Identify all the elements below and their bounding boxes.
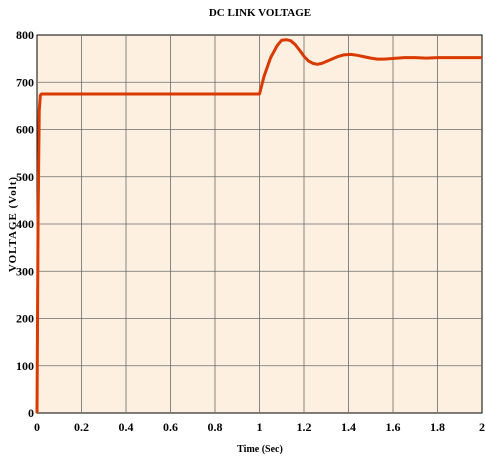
x-tick-label: 1.4 — [341, 420, 356, 434]
x-axis-ticks: 0 0.2 0.4 0.6 0.8 1 1.2 1.4 1.6 1.8 2 — [34, 420, 485, 434]
x-tick-label: 1.6 — [386, 420, 401, 434]
x-tick-label: 0.8 — [208, 420, 223, 434]
y-tick-label: 700 — [16, 75, 34, 89]
x-axis-label: Time (Sec) — [237, 444, 283, 455]
x-tick-label: 1 — [257, 420, 263, 434]
x-tick-label: 1.8 — [430, 420, 445, 434]
grid-lines — [37, 35, 482, 413]
x-tick-label: 0.4 — [119, 420, 134, 434]
y-tick-label: 0 — [28, 406, 34, 420]
x-tick-label: 2 — [479, 420, 485, 434]
series-group — [35, 38, 482, 414]
y-axis-ticks: 0 100 200 300 400 500 600 700 800 — [16, 28, 34, 420]
y-tick-label: 500 — [16, 170, 34, 184]
y-tick-label: 400 — [16, 217, 34, 231]
y-tick-label: 100 — [16, 359, 34, 373]
x-tick-label: 0.2 — [74, 420, 89, 434]
y-tick-label: 600 — [16, 123, 34, 137]
x-tick-label: 0.6 — [163, 420, 178, 434]
voltage-series-line — [35, 38, 482, 414]
y-tick-label: 300 — [16, 264, 34, 278]
y-tick-label: 200 — [16, 312, 34, 326]
x-tick-label: 1.2 — [297, 420, 312, 434]
y-tick-label: 800 — [16, 28, 34, 42]
x-tick-label: 0 — [34, 420, 40, 434]
chart-title: DC LINK VOLTAGE — [209, 7, 311, 19]
y-axis-label: VOLTAGE (Volt) — [7, 176, 19, 272]
